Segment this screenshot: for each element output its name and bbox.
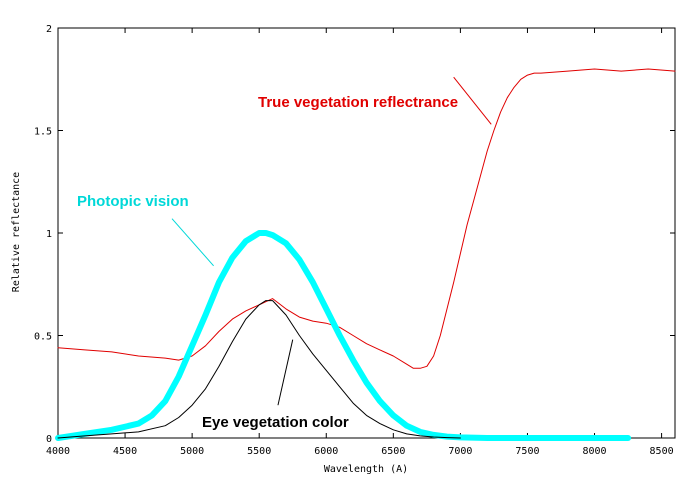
- series-layer: [55, 68, 676, 441]
- x-tick-label: 8500: [650, 446, 674, 457]
- x-tick-label: 7500: [515, 446, 539, 457]
- x-tick-label: 6000: [314, 446, 338, 457]
- annotation-true-vegetation: True vegetation reflectrance: [258, 76, 492, 125]
- x-tick-label: 7000: [448, 446, 472, 457]
- eye-vegetation-pointer: [277, 339, 294, 406]
- y-axis-title: Relative reflectance: [11, 172, 22, 292]
- y-tick-label: 0.5: [34, 332, 52, 343]
- x-tick-label: 6500: [381, 446, 405, 457]
- photopic-vision-pointer: [171, 218, 214, 267]
- y-tick-label: 1.5: [34, 127, 52, 138]
- x-axis-title: Wavelength (A): [324, 464, 408, 475]
- annotation-eye-vegetation: Eye vegetation color: [202, 339, 349, 431]
- photopic-vision-line: [55, 230, 632, 441]
- y-axis-ticks: 0 0.5 1 1.5 2: [34, 24, 675, 445]
- true-vegetation-pointer: [453, 76, 492, 125]
- y-tick-label: 2: [46, 24, 52, 35]
- y-tick-label: 0: [46, 434, 52, 445]
- photopic-vision-label: Photopic vision: [77, 193, 189, 210]
- annotation-photopic-vision: Photopic vision: [77, 193, 214, 267]
- x-tick-label: 5000: [180, 446, 204, 457]
- x-axis-ticks: 4000 4500 5000 5500 6000 6500 7000 7500 8000 8500: [46, 28, 674, 457]
- plot-frame: [57, 27, 676, 439]
- x-tick-label: 4000: [46, 446, 70, 457]
- true-vegetation-label: True vegetation reflectrance: [258, 94, 458, 111]
- eye-vegetation-label: Eye vegetation color: [202, 414, 349, 431]
- y-tick-label: 1: [46, 229, 52, 240]
- x-tick-label: 5500: [247, 446, 271, 457]
- x-tick-label: 8000: [582, 446, 606, 457]
- x-tick-label: 4500: [113, 446, 137, 457]
- true-vegetation-line: [57, 68, 676, 369]
- eye-vegetation-line: [57, 300, 461, 439]
